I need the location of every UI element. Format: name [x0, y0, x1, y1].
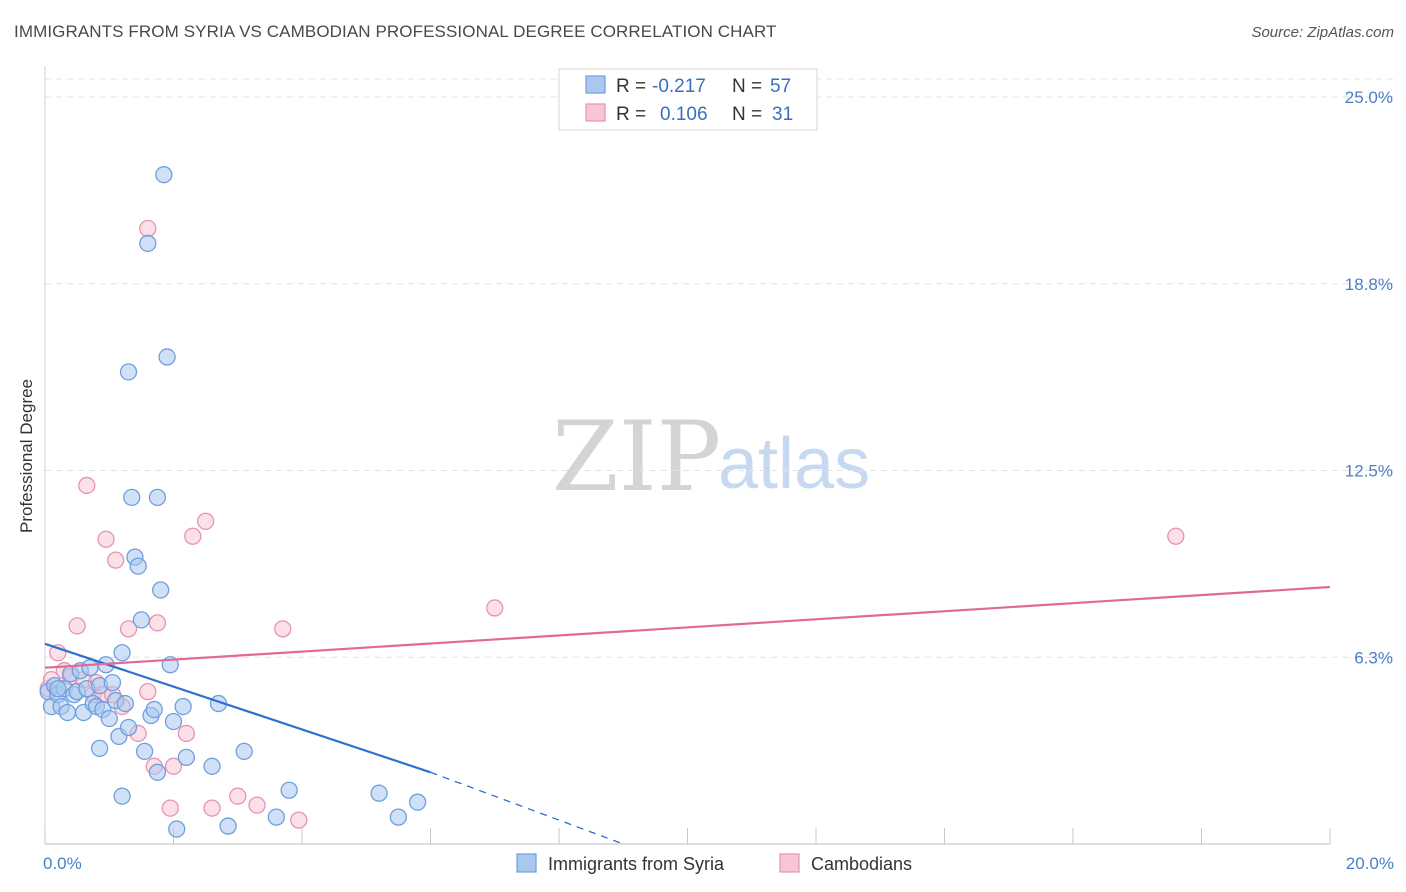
cambodian-point-23: [177, 724, 196, 743]
syria-point-13: [81, 659, 99, 677]
syria-point-56: [49, 679, 67, 698]
cambodian-point-7: [78, 476, 96, 495]
cambodian-point-29: [274, 620, 292, 638]
cambodian-point-26: [203, 799, 221, 817]
watermark-atlas: atlas: [718, 424, 870, 504]
syria-point-17: [90, 739, 109, 758]
y-tick-labels: 6.3% 12.5% 18.8% 25.0%: [1345, 88, 1393, 667]
syria-point-36: [145, 700, 163, 719]
x-tick-label-max: 20.0%: [1346, 854, 1394, 873]
syria-point-38: [148, 488, 167, 507]
x-tick-labels: 0.0% 20.0%: [43, 854, 1394, 873]
legend-r-value-syria: -0.217: [652, 76, 706, 97]
cambodian-point-27: [229, 787, 247, 805]
bottom-legend: Immigrants from Syria Cambodians: [516, 853, 912, 874]
bottom-legend-label-syria: Immigrants from Syria: [548, 854, 725, 874]
syria-point-26: [113, 787, 131, 805]
syria-point-34: [139, 234, 157, 253]
cambodian-point-30: [290, 811, 308, 829]
syria-point-24: [113, 644, 131, 662]
cambodian-point-21: [161, 799, 179, 817]
syria-point-55: [408, 793, 427, 811]
syria-point-29: [123, 488, 141, 507]
syria-point-6: [58, 703, 77, 722]
syria-point-43: [164, 712, 183, 731]
gridlines: [45, 78, 1395, 658]
legend-n-value-syria: 57: [770, 76, 791, 97]
watermark: ZIP atlas: [552, 401, 870, 513]
cambodian-point-13: [107, 551, 125, 569]
syria-point-46: [177, 748, 196, 766]
cambodian-point-31: [486, 599, 504, 617]
y-tick-label-0: 6.3%: [1354, 648, 1393, 667]
series-syria: [39, 166, 427, 838]
syria-point-51: [267, 808, 285, 826]
syria-point-41: [158, 348, 176, 366]
syria-point-45: [174, 697, 192, 716]
syria-point-50: [235, 742, 253, 761]
cambodian-point-17: [139, 219, 157, 238]
y-tick-label-1: 12.5%: [1345, 462, 1393, 481]
x-tick-label-min: 0.0%: [43, 854, 82, 873]
cambodian-point-22: [164, 757, 183, 775]
legend-n-value-cambodians: 31: [772, 104, 793, 125]
trendline-cambodians: [44, 585, 1331, 669]
syria-point-47: [203, 757, 221, 775]
syria-point-31: [129, 557, 147, 575]
cambodian-point-28: [248, 796, 266, 814]
syria-point-21: [103, 673, 122, 692]
cambodian-point-15: [119, 620, 138, 638]
bottom-legend-label-cambodians: Cambodians: [811, 854, 912, 874]
legend-r-value-cambodians: 0.106: [660, 104, 708, 125]
y-tick-label-2: 18.8%: [1345, 275, 1393, 294]
legend-box: R = -0.217 N = 57 R = 0.106 N = 31: [558, 68, 818, 131]
trendlines: [44, 585, 1331, 845]
bottom-legend-swatch-cambodians: [779, 853, 800, 873]
legend-r-label-cambodians: R =: [616, 104, 646, 125]
cambodian-point-11: [97, 530, 115, 548]
cambodian-point-25: [196, 512, 215, 530]
cambodian-point-32: [1167, 527, 1185, 545]
syria-point-53: [370, 784, 388, 802]
syria-point-39: [151, 581, 170, 599]
syria-point-37: [148, 763, 167, 781]
legend-r-label-syria: R =: [616, 76, 646, 97]
syria-point-54: [389, 808, 408, 826]
series-cambodians: [39, 219, 1185, 829]
watermark-zip: ZIP: [552, 401, 721, 513]
syria-point-28: [119, 363, 138, 381]
axes: [44, 66, 1331, 845]
y-tick-label-3: 25.0%: [1345, 88, 1393, 107]
chart-source: Source: ZipAtlas.com: [1251, 24, 1394, 41]
chart-title: IMMIGRANTS FROM SYRIA VS CAMBODIAN PROFE…: [14, 22, 777, 41]
syria-point-49: [219, 817, 237, 835]
syria-point-27: [119, 718, 138, 737]
legend-swatch-cambodians: [585, 103, 606, 122]
syria-point-52: [280, 781, 298, 799]
syria-point-25: [116, 694, 134, 713]
cambodian-point-5: [68, 617, 86, 635]
legend-n-label-syria: N =: [732, 76, 762, 97]
trendline-syria: [44, 642, 431, 774]
trendline-syria-extension: [430, 771, 624, 845]
legend-swatch-syria: [585, 75, 606, 94]
cambodian-point-20: [148, 614, 167, 632]
syria-point-33: [135, 742, 154, 761]
bottom-legend-swatch-syria: [516, 853, 537, 873]
legend-n-label-cambodians: N =: [732, 104, 762, 125]
syria-point-20: [100, 709, 118, 728]
cambodian-point-18: [139, 682, 157, 701]
cambodian-point-24: [184, 527, 202, 545]
syria-point-44: [168, 820, 186, 838]
syria-point-32: [132, 611, 151, 629]
syria-point-40: [155, 166, 173, 184]
